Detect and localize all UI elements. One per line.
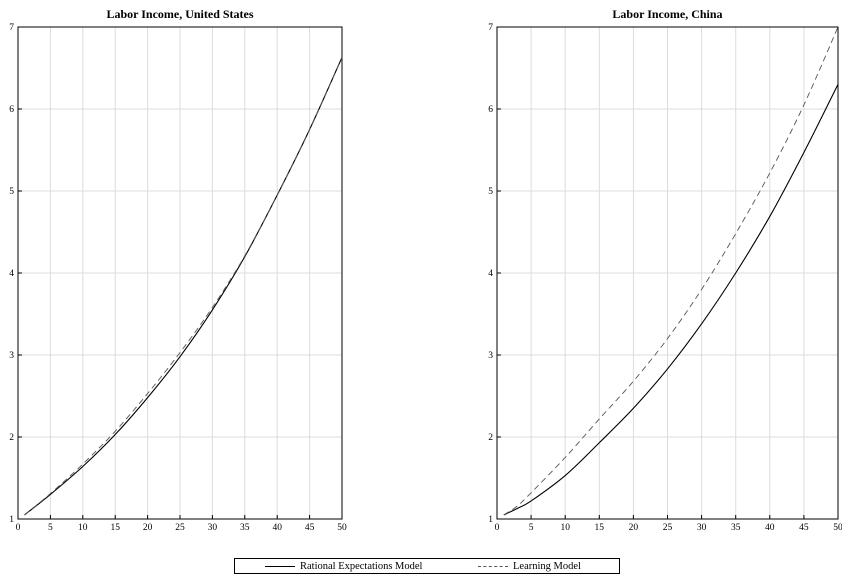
series-line-china-rational-expectations — [503, 84, 839, 516]
x-tick-label-us-5: 5 — [48, 523, 53, 533]
x-tick-label-us-15: 15 — [110, 523, 120, 533]
y-tick-label-us-1: 1 — [9, 515, 14, 525]
x-tick-label-us-50: 50 — [337, 523, 347, 533]
y-tick-label-china-5: 5 — [488, 187, 493, 197]
y-tick-label-china-7: 7 — [488, 23, 493, 33]
x-tick-label-us-40: 40 — [272, 523, 282, 533]
legend-swatch-dashed — [478, 566, 508, 567]
legend-entry-rational-expectations: Rational Expectations Model — [265, 560, 422, 573]
y-tick-label-us-2: 2 — [9, 433, 14, 443]
y-tick-label-china-6: 6 — [488, 105, 493, 115]
y-tick-label-us-5: 5 — [9, 187, 14, 197]
x-tick-label-china-25: 25 — [663, 523, 673, 533]
legend-swatch-solid — [265, 566, 295, 567]
series-line-china-learning-model — [503, 26, 839, 516]
x-tick-label-china-0: 0 — [495, 523, 500, 533]
x-tick-label-china-5: 5 — [529, 523, 534, 533]
x-tick-label-china-35: 35 — [731, 523, 741, 533]
x-tick-label-us-30: 30 — [208, 523, 218, 533]
x-tick-label-china-40: 40 — [765, 523, 775, 533]
y-tick-label-us-6: 6 — [9, 105, 14, 115]
y-tick-label-us-4: 4 — [9, 269, 14, 279]
x-tick-label-us-20: 20 — [143, 523, 153, 533]
chart-title-china: Labor Income, China — [612, 7, 722, 21]
legend-label-rational-expectations: Rational Expectations Model — [300, 561, 423, 572]
y-tick-label-china-3: 3 — [488, 351, 493, 361]
y-tick-label-china-4: 4 — [488, 269, 493, 279]
series-line-us-rational-expectations — [24, 57, 343, 516]
y-tick-label-china-2: 2 — [488, 433, 493, 443]
x-tick-label-china-10: 10 — [560, 523, 570, 533]
x-tick-label-china-20: 20 — [629, 523, 639, 533]
x-tick-label-us-45: 45 — [305, 523, 315, 533]
x-tick-label-china-45: 45 — [799, 523, 809, 533]
legend-entry-learning-model: Learning Model — [478, 560, 581, 573]
y-tick-label-china-1: 1 — [488, 515, 493, 525]
x-tick-label-china-30: 30 — [697, 523, 707, 533]
x-tick-label-us-35: 35 — [240, 523, 250, 533]
x-tick-label-us-0: 0 — [16, 523, 21, 533]
x-tick-label-us-25: 25 — [175, 523, 185, 533]
chart-title-us: Labor Income, United States — [106, 7, 253, 21]
series-line-us-learning-model — [24, 57, 343, 516]
y-tick-label-us-7: 7 — [9, 23, 14, 33]
y-tick-label-us-3: 3 — [9, 351, 14, 361]
x-tick-label-china-50: 50 — [833, 523, 842, 533]
x-tick-label-china-15: 15 — [595, 523, 605, 533]
x-tick-label-us-10: 10 — [78, 523, 88, 533]
legend: Rational Expectations Model Learning Mod… — [234, 558, 620, 574]
legend-label-learning-model: Learning Model — [513, 561, 581, 572]
